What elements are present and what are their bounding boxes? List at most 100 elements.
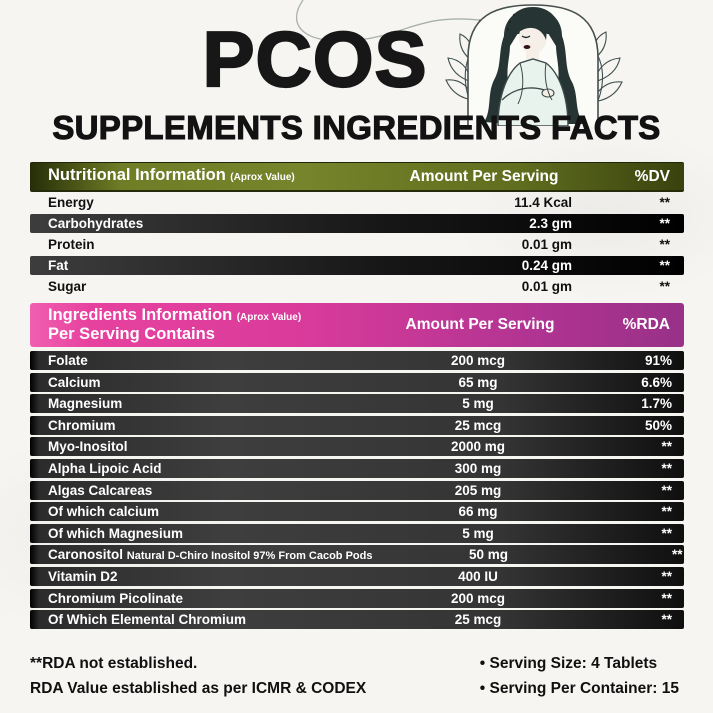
ingredient-name-text: Caronositol [48,547,124,563]
serving-notes: • Serving Size: 4 Tablets • Serving Per … [480,651,679,701]
ingredient-rda-value: ** [661,525,672,541]
ingredient-name: Algas Calcareas [30,483,362,498]
serving-count-line: • Serving Per Container: 15 [479,680,679,697]
ingredient-row: Alpha Lipoic Acid 300 mg ** [30,458,684,478]
sparkle-dots [506,13,516,31]
supplement-facts-panel: Nutritional Information (Aprox Value) Am… [30,162,684,632]
lips [523,45,531,49]
ingredient-row: Algas Calcareas 205 mg ** [30,480,684,500]
nutrient-name: Carbohydrates [48,216,144,231]
ingredient-rda-value: ** [661,612,672,628]
nutrition-row: Carbohydrates 2.3 gm ** [30,214,684,233]
nutrient-name: Sugar [48,279,87,294]
ingredient-name-suffix: Natural D-Chiro Inositol 97% From Cacob … [126,550,373,563]
nutrition-row: Energy 11.4 Kcal ** [30,192,684,213]
nutrition-row: Protein 0.01 gm ** [30,234,684,255]
ingredient-row: Folate 200 mcg 91% [30,351,684,370]
ingredient-name: Of which Magnesium [30,526,362,541]
ingredient-rda-value: ** [661,460,672,476]
ingredient-rda-value: ** [671,547,683,563]
serving-size-line: • Serving Size: 4 Tablets [479,655,658,672]
ingredient-name: Caronositol Natural D-Chiro Inositol 97%… [30,547,372,562]
ingredient-name: Of which calcium [30,504,362,519]
ingredient-row: Chromium 25 mcg 50% [30,415,684,435]
footer-notes: **RDA not established. RDA Value establi… [30,651,679,701]
ingredient-name-text: Folate [48,353,88,368]
ingredient-amount: 66 mg [458,504,498,520]
ingredient-name-text: Myo-Inositol [48,439,128,455]
woman-body [497,58,569,126]
page-subtitle: SUPPLEMENTS INGREDIENTS FACTS [52,108,661,146]
ingredient-name: Chromium Picolinate [30,591,362,606]
ingredient-name: Myo-Inositol [30,439,362,454]
ingredient-row: Of which Magnesium 5 mg ** [30,523,684,543]
ingredient-rda-value: ** [661,568,672,584]
ingredient-name: Alpha Lipoic Acid [30,461,362,476]
ingredient-row: Calcium 65 mg 6.6% [30,372,684,392]
ingredient-amount: 205 mg [454,482,502,498]
ingredient-amount: 50 mg [468,547,508,563]
ingredient-name-text: Of which Magnesium [48,525,184,541]
ingredient-name: Magnesium [30,396,362,411]
ingredient-name-text: Of Which Elemental Chromium [48,612,247,628]
ingredient-name-text: Alpha Lipoic Acid [48,460,162,476]
nutrient-amount: 0.01 gm [521,237,572,252]
rda-note-line: **RDA not established. [30,655,198,672]
ingredients-table-header: Ingredients Information (Aprox Value) Pe… [30,303,684,347]
ingredient-row: Chromium Picolinate 200 mcg ** [30,588,684,608]
ingredient-row: Caronositol Natural D-Chiro Inositol 97%… [30,545,684,565]
ingredient-name-text: Chromium [48,417,116,433]
ingredient-amount: 200 mcg [450,590,506,606]
ingredients-header-title-text: Ingredients Information [48,306,233,324]
ingredient-name-text: Vitamin D2 [48,568,118,584]
nutrient-dv-value: ** [659,279,670,294]
ingredient-row: Of Which Elemental Chromium 25 mcg ** [30,610,684,630]
ingredient-rda-value: 50% [644,417,672,433]
ingredient-amount: 25 mcg [454,417,502,433]
ingredient-amount: 2000 mg [450,439,506,455]
nutrient-name: Fat [48,258,69,273]
nutrition-header-subtitle: (Aprox Value) [230,172,295,183]
neck [526,52,539,63]
ingredient-amount: 5 mg [462,525,494,541]
ingredient-row: Of which calcium 66 mg ** [30,502,684,522]
hair-fringe [519,12,547,40]
ingredient-name: Vitamin D2 [30,569,362,584]
nutrient-name: Protein [48,237,95,252]
ingredient-name: Of Which Elemental Chromium [30,612,362,627]
ingredient-rda-value: ** [661,504,672,520]
nutrition-table-header: Nutritional Information (Aprox Value) Am… [30,162,684,192]
closed-eye [521,35,531,39]
garment-folds [517,62,553,105]
nutrition-amount-column-label: Amount Per Serving [409,167,559,185]
ingredient-row: Magnesium 5 mg 1.7% [30,394,684,414]
nutrient-amount: 11.4 Kcal [514,195,572,210]
nutrient-dv-value: ** [659,195,670,210]
nutrition-header-title-text: Nutritional Information [48,166,226,184]
nutrient-amount: 0.01 gm [521,279,572,294]
ingredient-row: Vitamin D2 400 IU ** [30,566,684,586]
rda-notes: **RDA not established. RDA Value establi… [30,651,366,701]
ingredient-rda-value: ** [661,439,672,455]
ingredient-name-text: Calcium [48,374,101,390]
ingredients-header-title: Ingredients Information (Aprox Value) Pe… [30,307,380,343]
ingredient-amount: 300 mg [454,460,502,476]
ingredient-rda-value: 1.7% [641,396,672,412]
ingredients-amount-column-label: Amount Per Serving [405,316,555,333]
woman-illustration [445,4,623,126]
ingredient-rda-value: 91% [644,353,672,368]
ingredient-amount: 400 IU [458,568,498,584]
rda-note-line: RDA Value established as per ICMR & CODE… [30,680,367,697]
ingredient-amount: 25 mcg [454,612,502,628]
nutrient-name: Energy [48,195,94,210]
nutrition-row: Fat 0.24 gm ** [30,256,684,275]
ingredient-rda-value: ** [661,590,672,606]
ingredient-name-text: Magnesium [48,396,123,412]
nutrition-dv-column-label: %DV [634,167,670,185]
ingredient-name: Calcium [30,375,362,390]
ingredient-amount: 5 mg [462,396,494,412]
nutrition-row: Sugar 0.01 gm ** [30,276,684,297]
ingredient-name-text: Algas Calcareas [48,482,153,498]
ingredient-rda-value: 6.6% [641,374,672,390]
ingredient-name: Folate [30,353,362,368]
